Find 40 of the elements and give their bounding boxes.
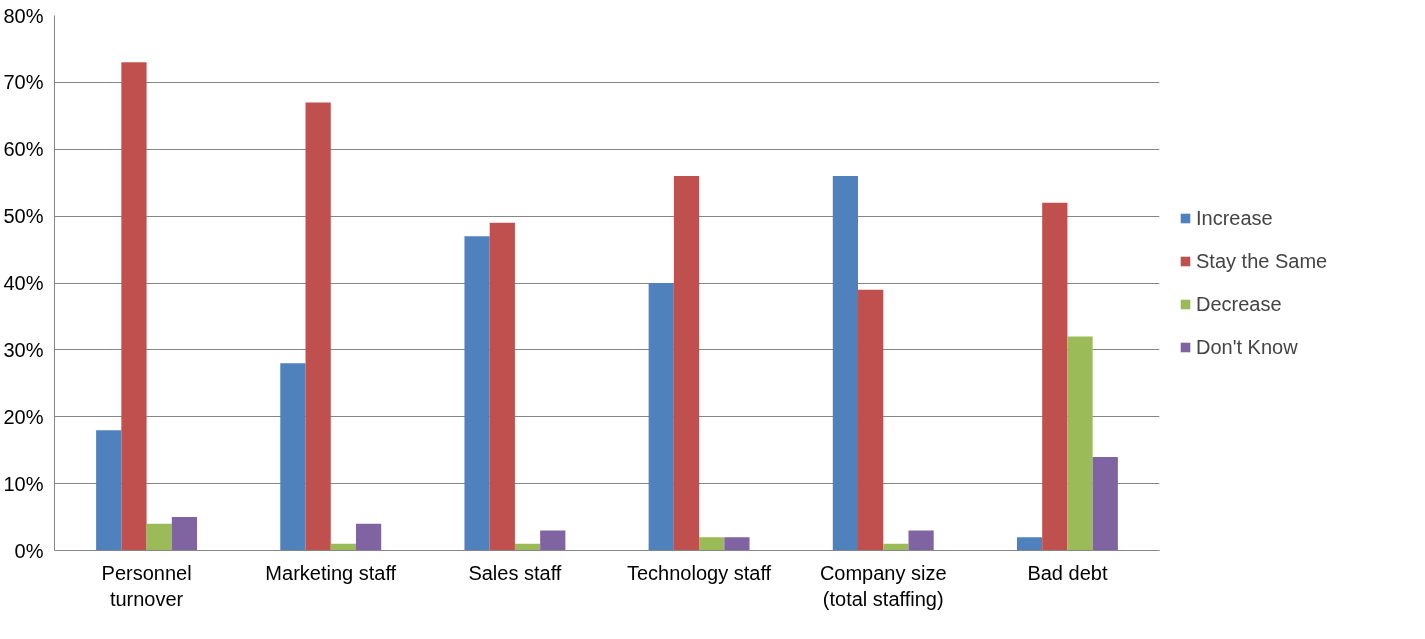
bar <box>489 222 515 551</box>
bar <box>540 530 566 551</box>
x-tick-label: Technology staff <box>627 561 772 584</box>
y-tick-label: 20% <box>3 405 44 428</box>
y-tick-label: 10% <box>3 472 44 495</box>
bar <box>121 62 147 551</box>
bar <box>1092 456 1118 551</box>
bar <box>858 289 884 551</box>
bar <box>724 537 750 551</box>
y-tick-label: 30% <box>3 338 44 361</box>
y-tick-label: 50% <box>3 205 44 228</box>
x-tick-label: Company size (total staffing) <box>819 561 947 610</box>
x-tick-label: Bad debt <box>1027 561 1108 584</box>
x-tick-label: Personnel turnover <box>101 561 192 610</box>
bar <box>280 363 306 551</box>
bar <box>171 517 198 551</box>
y-tick-label: 40% <box>3 272 44 294</box>
bar <box>464 236 490 551</box>
legend-label: Don't Know <box>1196 335 1298 359</box>
y-tick-label: 0% <box>14 539 44 562</box>
x-tick-label: Marketing staff <box>265 561 397 584</box>
bar <box>1016 537 1043 551</box>
legend-label: Stay the Same <box>1196 249 1328 273</box>
legend-label: Increase <box>1196 206 1273 230</box>
bar <box>305 102 331 551</box>
y-tick-label: 80% <box>3 4 44 27</box>
y-tick-label: 70% <box>3 71 44 94</box>
bar <box>699 537 725 551</box>
bar <box>673 176 700 551</box>
bar <box>355 523 382 551</box>
bar <box>648 283 674 551</box>
legend-label: Decrease <box>1196 292 1282 316</box>
y-tick-label: 60% <box>3 138 44 161</box>
bar <box>96 430 122 551</box>
bar <box>908 530 934 551</box>
bar <box>1042 202 1068 551</box>
x-tick-label: Sales staff <box>468 561 562 584</box>
bar <box>1067 336 1093 551</box>
bar <box>146 523 172 551</box>
bar <box>832 176 859 551</box>
